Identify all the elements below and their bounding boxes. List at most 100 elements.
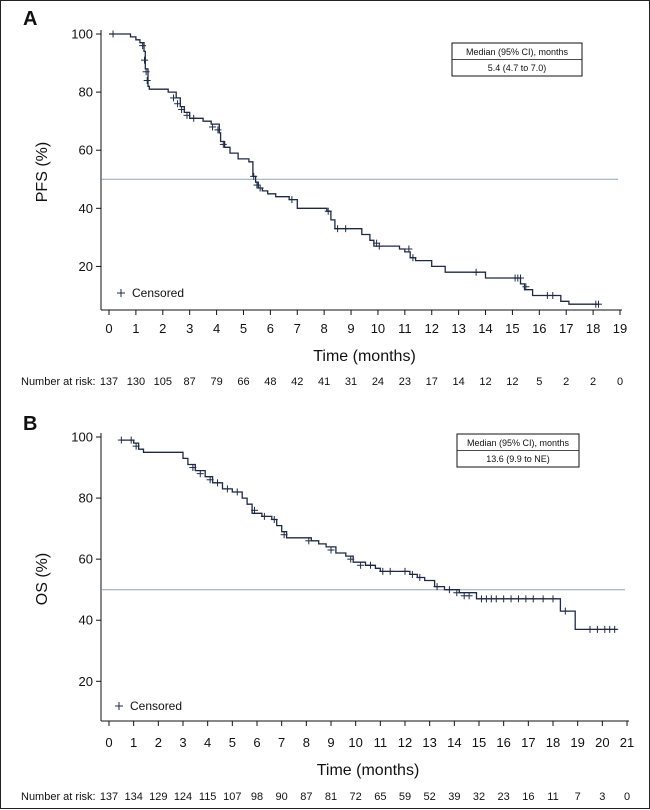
censor-mark xyxy=(334,225,342,233)
censor-mark xyxy=(189,464,197,472)
x-tick-label: 7 xyxy=(294,321,301,336)
censor-mark xyxy=(529,595,537,603)
censor-mark xyxy=(409,254,417,262)
x-tick-label: 11 xyxy=(398,321,412,336)
risk-count: 39 xyxy=(448,791,460,803)
censor-mark xyxy=(366,561,374,569)
risk-count: 137 xyxy=(100,791,118,803)
x-tick-label: 17 xyxy=(521,735,535,750)
censor-mark xyxy=(280,531,288,539)
legend: Censored xyxy=(117,286,184,300)
risk-count: 72 xyxy=(350,791,362,803)
censor-mark xyxy=(305,537,313,545)
censor-mark xyxy=(260,512,268,520)
risk-count: 31 xyxy=(345,376,357,388)
censor-mark xyxy=(209,123,217,131)
risk-count: 11 xyxy=(547,791,558,803)
risk-count: 2 xyxy=(563,376,569,388)
censor-mark xyxy=(223,485,231,493)
censor-mark xyxy=(139,42,147,50)
x-tick-label: 20 xyxy=(595,735,609,750)
x-tick-label: 19 xyxy=(613,321,627,336)
censor-mark xyxy=(593,625,601,633)
censor-mark xyxy=(251,506,259,514)
censor-mark xyxy=(250,172,258,180)
risk-count: 48 xyxy=(264,376,276,388)
risk-table: Number at risk: 137 134 129 124 115 107 98 90 87 8… xyxy=(21,791,630,803)
x-tick-label: 3 xyxy=(179,735,186,750)
risk-count: 14 xyxy=(453,376,465,388)
y-tick-label: 80 xyxy=(79,491,93,506)
median-box-value: 5.4 (4.7 to 7.0) xyxy=(488,63,547,73)
risk-count: 115 xyxy=(199,791,217,803)
risk-count: 90 xyxy=(276,791,288,803)
risk-count: 81 xyxy=(325,791,337,803)
censor-mark xyxy=(522,283,530,291)
x-tick-label: 0 xyxy=(105,321,112,336)
legend: Censored xyxy=(115,699,182,713)
risk-count: 52 xyxy=(424,791,436,803)
risk-count: 16 xyxy=(522,791,534,803)
risk-count: 134 xyxy=(124,791,142,803)
panel-letter: B xyxy=(23,413,37,435)
risk-count: 0 xyxy=(624,791,630,803)
censor-mark xyxy=(270,515,278,523)
risk-count: 98 xyxy=(251,791,263,803)
x-tick-label: 6 xyxy=(267,321,274,336)
y-tick-label: 80 xyxy=(79,85,93,100)
censor-mark xyxy=(375,242,383,250)
risk-count: 12 xyxy=(506,376,518,388)
x-tick-label: 1 xyxy=(132,321,139,336)
censor-mark xyxy=(178,106,186,114)
x-tick-label: 21 xyxy=(620,735,634,750)
x-tick-label: 19 xyxy=(570,735,584,750)
censor-mark xyxy=(514,595,522,603)
censor-mark xyxy=(127,436,135,444)
y-tick-label: 40 xyxy=(79,201,93,216)
risk-count: 23 xyxy=(399,376,411,388)
risk-count: 65 xyxy=(374,791,386,803)
risk-count: 59 xyxy=(399,791,411,803)
risk-count: 24 xyxy=(372,376,384,388)
censor-mark xyxy=(539,595,547,603)
risk-table: Number at risk: 137 130 105 87 79 66 48 42 41 31 24… xyxy=(21,376,623,388)
y-tick-label: 40 xyxy=(79,613,93,628)
risk-count: 105 xyxy=(154,376,172,388)
median-box: Median (95% CI), months 5.4 (4.7 to 7.0) xyxy=(451,42,583,77)
censor-mark xyxy=(132,442,140,450)
risk-count: 107 xyxy=(223,791,241,803)
risk-count: 0 xyxy=(617,376,623,388)
risk-label: Number at risk: xyxy=(21,376,96,388)
censor-mark xyxy=(445,586,453,594)
y-axis-title: PFS (%) xyxy=(34,142,51,202)
risk-count: 23 xyxy=(498,791,510,803)
censor-mark xyxy=(206,476,214,484)
risk-count: 87 xyxy=(184,376,196,388)
censor-mark xyxy=(174,100,182,108)
x-tick-label: 10 xyxy=(371,321,385,336)
y-tick-label: 100 xyxy=(71,430,93,445)
x-tick-label: 15 xyxy=(472,735,486,750)
censor-mark xyxy=(586,625,594,633)
x-tick-label: 3 xyxy=(186,321,193,336)
censor-mark xyxy=(549,291,557,299)
censor-mark xyxy=(141,56,149,64)
censor-mark xyxy=(386,567,394,575)
risk-count: 17 xyxy=(426,376,438,388)
censor-mark xyxy=(196,470,204,478)
risk-count: 42 xyxy=(291,376,303,388)
censor-mark xyxy=(327,546,335,554)
risk-count: 124 xyxy=(174,791,192,803)
censor-mark xyxy=(357,561,365,569)
legend-label: Censored xyxy=(132,286,184,300)
censor-mark xyxy=(342,225,350,233)
y-axis-title: OS (%) xyxy=(34,553,51,605)
y-tick-label: 20 xyxy=(79,674,93,689)
censor-mark xyxy=(492,595,500,603)
x-tick-label: 13 xyxy=(451,321,465,336)
legend-label: Censored xyxy=(130,699,182,713)
x-tick-label: 9 xyxy=(347,321,354,336)
